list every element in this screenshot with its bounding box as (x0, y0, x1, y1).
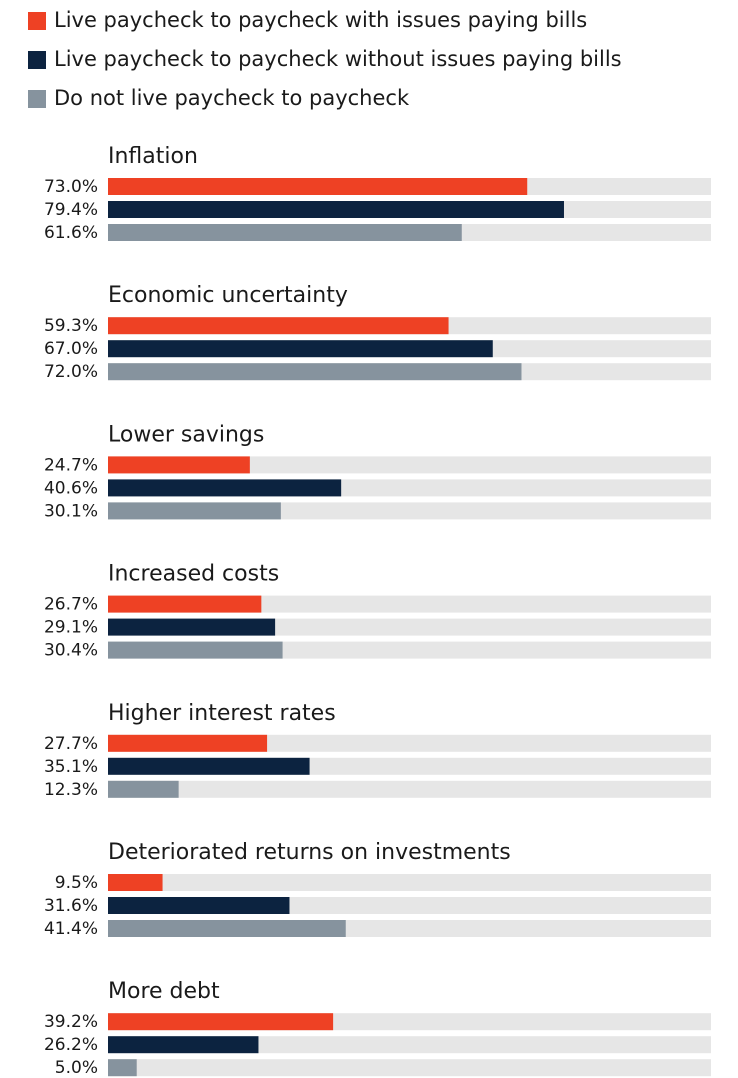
category-label: Deteriorated returns on investments (108, 840, 511, 865)
category-label: More debt (108, 979, 220, 1004)
track (108, 1059, 711, 1077)
legend-label: Live paycheck to paycheck without issues… (54, 47, 622, 71)
value-label: 35.1% (44, 757, 98, 777)
bar (108, 502, 281, 520)
track (108, 1036, 711, 1054)
value-label: 39.2% (44, 1012, 98, 1032)
bar (108, 757, 310, 775)
bar (108, 780, 179, 798)
category-label: Inflation (108, 144, 198, 169)
value-label: 31.6% (44, 896, 98, 916)
value-label: 40.6% (44, 478, 98, 498)
bar (108, 1013, 334, 1031)
legend-label: Do not live paycheck to paycheck (54, 86, 410, 110)
bar (108, 595, 262, 613)
track (108, 874, 711, 891)
bar (108, 874, 163, 891)
bar (108, 920, 346, 937)
category-label: Lower savings (108, 422, 264, 447)
value-label: 41.4% (44, 919, 98, 939)
value-label: 29.1% (44, 618, 98, 638)
category-label: Higher interest rates (108, 701, 336, 726)
bar (108, 618, 276, 636)
value-label: 30.1% (44, 501, 98, 521)
value-label: 61.6% (44, 223, 98, 243)
value-label: 5.0% (55, 1058, 98, 1078)
bar (108, 363, 522, 381)
bar (108, 1036, 259, 1054)
bar (108, 178, 528, 195)
category-label: Economic uncertainty (108, 283, 348, 308)
category-label: Increased costs (108, 562, 279, 587)
bar (108, 897, 290, 914)
value-label: 26.7% (44, 595, 98, 615)
track (108, 456, 711, 474)
legend-swatch (28, 90, 46, 108)
value-label: 27.7% (44, 734, 98, 754)
value-label: 73.0% (44, 177, 98, 197)
value-label: 79.4% (44, 200, 98, 220)
bar (108, 734, 268, 752)
value-label: 72.0% (44, 362, 98, 382)
value-label: 12.3% (44, 780, 98, 800)
bar (108, 479, 342, 497)
value-label: 59.3% (44, 316, 98, 336)
bar (108, 456, 250, 474)
bar (108, 224, 462, 241)
bar (108, 1059, 137, 1077)
bar (108, 641, 283, 659)
legend-swatch (28, 12, 46, 30)
value-label: 9.5% (55, 873, 98, 893)
bar (108, 317, 449, 335)
legend-label: Live paycheck to paycheck with issues pa… (54, 8, 587, 32)
bar (108, 201, 564, 218)
value-label: 67.0% (44, 339, 98, 359)
value-label: 26.2% (44, 1035, 98, 1055)
value-label: 24.7% (44, 455, 98, 475)
bar (108, 340, 493, 358)
value-label: 30.4% (44, 641, 98, 661)
legend-swatch (28, 51, 46, 69)
track (108, 780, 711, 798)
